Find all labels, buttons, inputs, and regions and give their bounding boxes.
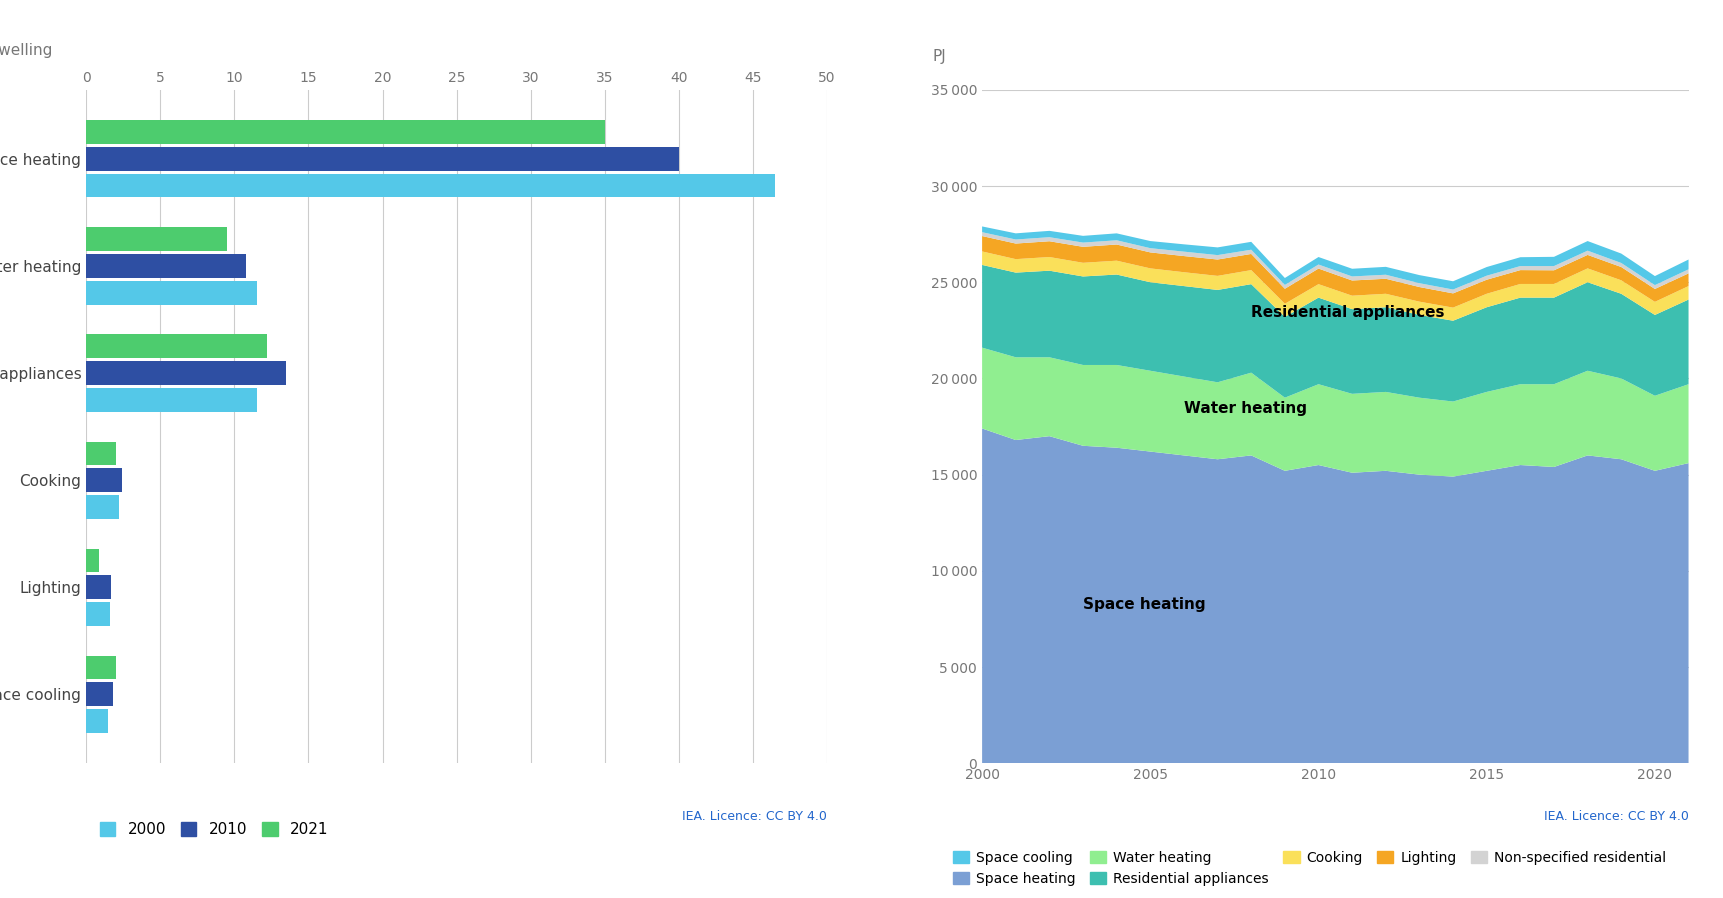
- Bar: [86, 174, 775, 198]
- Text: Space heating: Space heating: [1084, 597, 1206, 612]
- Bar: [86, 682, 112, 706]
- Bar: [86, 709, 109, 733]
- Bar: [86, 602, 110, 626]
- Legend: Space cooling, Space heating, Water heating, Residential appliances, Cooking, Li: Space cooling, Space heating, Water heat…: [948, 845, 1671, 891]
- Bar: [86, 388, 257, 411]
- Bar: [86, 281, 257, 304]
- Bar: [86, 656, 115, 679]
- Bar: [86, 442, 115, 465]
- Legend: 2000, 2010, 2021: 2000, 2010, 2021: [93, 816, 334, 843]
- Bar: [86, 147, 679, 171]
- Text: PJ: PJ: [932, 49, 946, 65]
- Bar: [86, 495, 119, 519]
- Bar: [86, 120, 605, 144]
- Bar: [86, 576, 112, 599]
- Bar: [86, 227, 227, 251]
- Bar: [86, 468, 122, 492]
- Bar: [86, 361, 286, 385]
- Text: IEA. Licence: CC BY 4.0: IEA. Licence: CC BY 4.0: [1544, 811, 1689, 823]
- Text: IEA. Licence: CC BY 4.0: IEA. Licence: CC BY 4.0: [682, 811, 827, 823]
- Bar: [86, 549, 100, 572]
- Text: Water heating: Water heating: [1184, 401, 1308, 416]
- Text: GJ/dwelling: GJ/dwelling: [0, 42, 53, 57]
- Text: Residential appliances: Residential appliances: [1251, 304, 1444, 320]
- Bar: [86, 254, 246, 277]
- Bar: [86, 334, 267, 358]
